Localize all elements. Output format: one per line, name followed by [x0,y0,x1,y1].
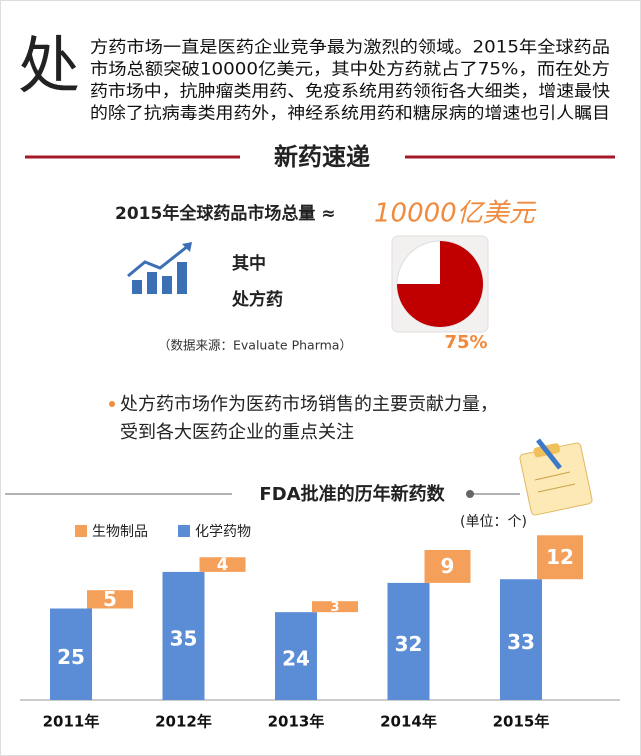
bar-segment [199,557,246,572]
value-label: 4 [217,555,229,574]
unit: (单位：个) [460,514,527,530]
bar [387,582,430,700]
label: 其中 [232,253,266,274]
headline-amount: 10000亿美元 [374,199,537,229]
x-tick-label: 2011年 [43,713,100,731]
pie-label: 75% [444,332,487,353]
intro-line: 药市场中，抗肿瘤类用药、免疫系统用药领衔各大细类，增速最快 [90,82,611,101]
value-label: 3 [330,600,339,615]
source: （数据来源：Evaluate Pharma） [158,338,352,353]
value-label: 32 [395,632,423,656]
pie-slice [397,241,483,327]
bar [162,571,205,700]
x-tick-label: 2012年 [155,713,212,731]
bullet [109,401,115,407]
value-label: 25 [57,645,85,669]
x-tick-label: 2014年 [380,713,437,731]
growth-icon [127,242,192,294]
drop-cap: 处 [18,29,80,102]
bar-segment [537,535,583,580]
intro-line: 市场总额突破10000亿美元，其中处方药就占了75%，而在处方 [90,60,610,79]
x-tick-label: 2013年 [268,713,325,731]
intro-line: 的除了抗病毒类用药外，神经系统用药和糖尿病的增速也引人瞩目 [90,104,610,123]
value-label: 12 [546,545,574,569]
bar-segment [424,549,471,583]
value-label: 5 [103,587,117,611]
value-label: 24 [282,647,310,671]
headline: 2015年全球药品市场总量 ≈ [115,203,335,224]
bar [500,579,542,700]
note-line: 处方药市场作为医药市场销售的主要贡献力量， [120,394,498,415]
divider-dot [466,490,474,498]
legend-swatch [178,525,190,537]
clipboard-icon [519,438,593,516]
chart-title: FDA批准的历年新药数 [259,483,445,505]
value-label: 9 [441,554,455,578]
bar-segment [87,590,133,609]
legend-label: 化学药物 [195,524,251,540]
note-line: 受到各大医药企业的重点关注 [120,422,354,443]
intro-line: 方药市场一直是医药企业竞争最为激烈的领域。2015年全球药品 [90,38,610,57]
value-label: 33 [507,630,535,654]
legend-swatch [75,525,87,537]
legend-label: 生物制品 [92,524,148,540]
bar [50,608,92,700]
bar-segment [312,601,358,613]
section-title: 新药速递 [274,143,370,171]
label: 处方药 [231,289,283,310]
x-tick-label: 2015年 [493,713,550,731]
value-label: 35 [170,626,198,650]
bar [275,612,317,700]
